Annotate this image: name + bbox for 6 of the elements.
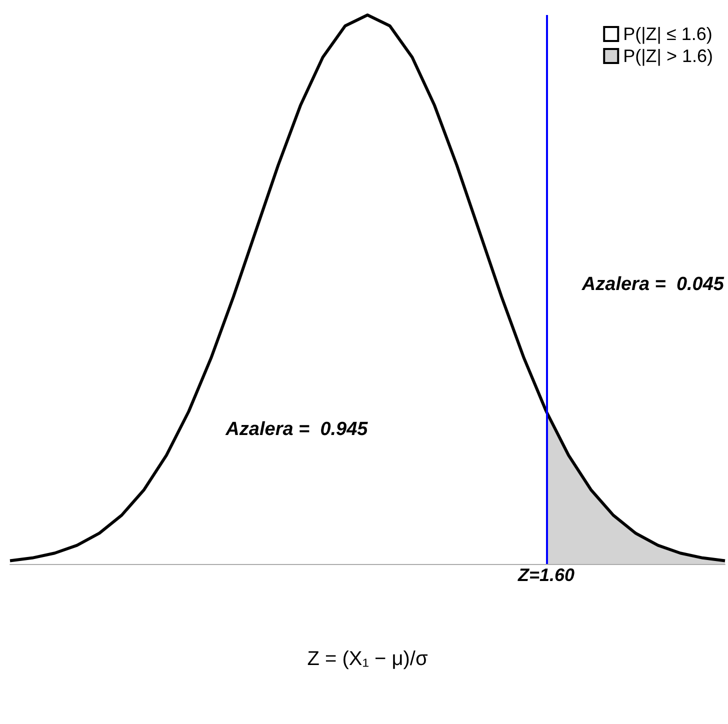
legend-label: P(|Z| ≤ 1.6) bbox=[623, 24, 712, 44]
annotation: Azalera = 0.045 bbox=[580, 274, 724, 296]
x-axis-title: Z = (X₁ − μ)/σ bbox=[307, 648, 428, 670]
legend-label: P(|Z| > 1.6) bbox=[623, 46, 714, 66]
annotation: Azalera = 0.945 bbox=[224, 418, 368, 440]
text: Z=1.60 bbox=[518, 565, 575, 585]
